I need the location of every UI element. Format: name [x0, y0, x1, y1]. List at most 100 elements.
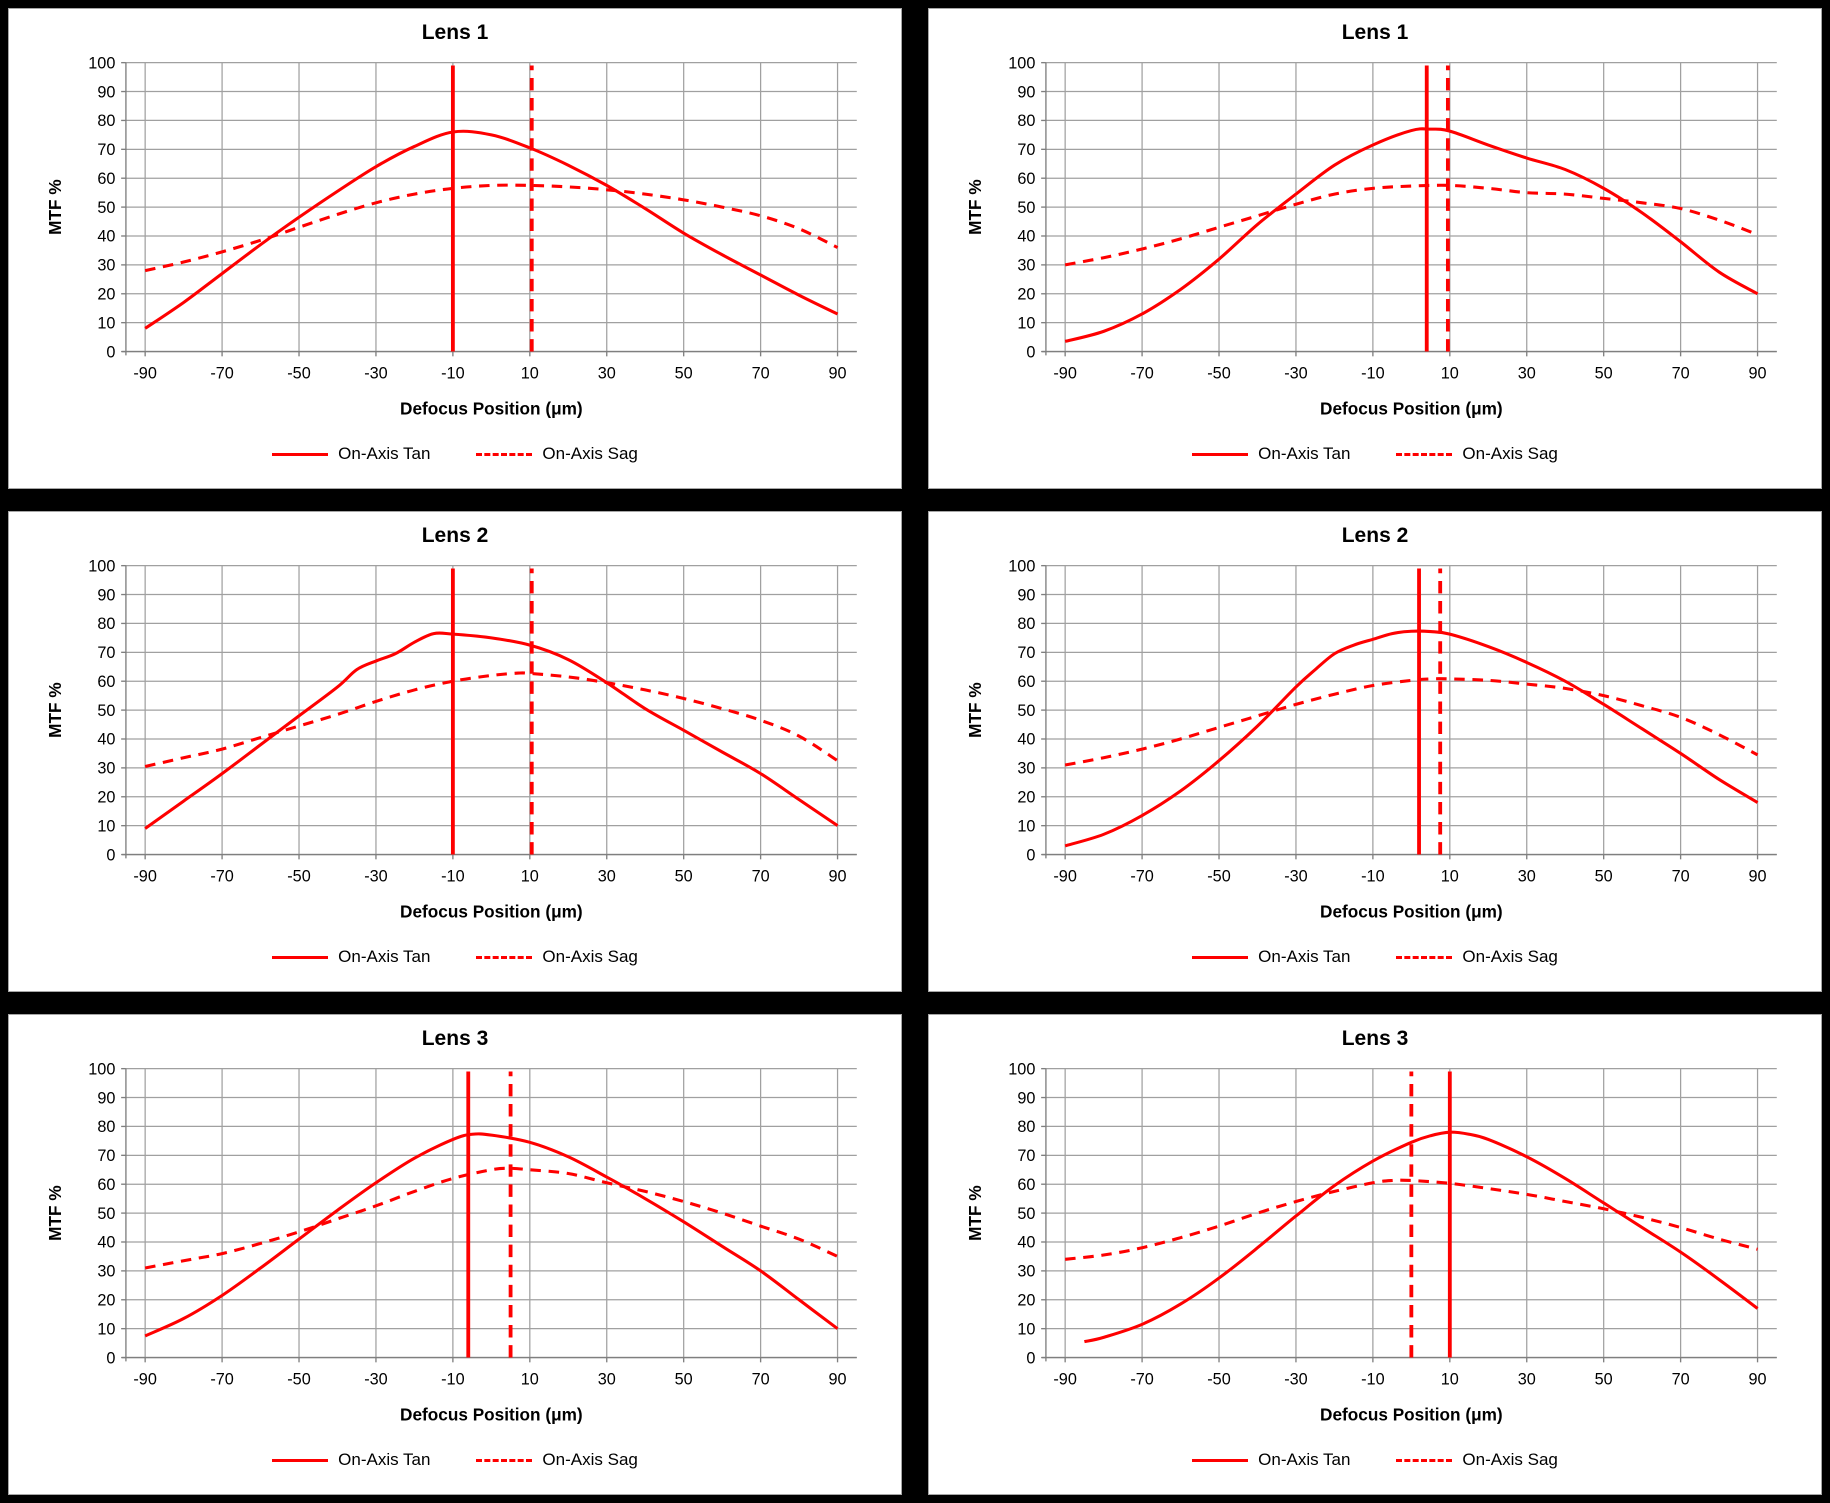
y-tick-label: 70 [1017, 1147, 1035, 1165]
chart-title: Lens 1 [421, 21, 489, 44]
legend-sag-label: On-Axis Sag [1462, 444, 1558, 463]
y-tick-label: 30 [1017, 760, 1035, 778]
y-tick-label: 70 [1017, 644, 1035, 662]
legend-item-tan: On-Axis Tan [1192, 947, 1350, 967]
axis-lines [121, 61, 857, 357]
x-tick-label: -50 [1207, 867, 1231, 885]
y-tick-label: 60 [1017, 170, 1035, 188]
plot-lens3-right: 0 10 20 30 40 50 60 70 80 90 100 -90 -70 -50 -30 -10 10 3… [965, 1061, 1777, 1425]
y-tick-label: 0 [1026, 846, 1035, 864]
y-tick-label: 80 [1017, 112, 1035, 130]
y-tick-label: 80 [97, 615, 115, 633]
y-tick-label: 90 [1017, 586, 1035, 604]
legend-item-sag: On-Axis Sag [476, 947, 638, 967]
x-tick-label: -90 [1053, 364, 1077, 382]
x-tick-label: -30 [364, 867, 388, 885]
focus-lines [450, 568, 534, 855]
series-sag [144, 183, 839, 273]
y-tick-label: 30 [97, 1263, 115, 1281]
x-tick-label: -10 [441, 1370, 465, 1388]
x-tick-label: -10 [441, 364, 465, 382]
y-tick-label: 0 [106, 846, 115, 864]
legend-item-sag: On-Axis Sag [1396, 1450, 1558, 1470]
x-tick-label: 10 [1441, 364, 1459, 382]
chart-title: Lens 1 [1341, 21, 1409, 44]
y-tick-label: 70 [1017, 141, 1035, 159]
series-sag [1064, 1178, 1758, 1261]
x-tick-label: -70 [1130, 867, 1154, 885]
y-tick-label: 60 [97, 1176, 115, 1194]
x-tick-label: 10 [1441, 867, 1459, 885]
y-tick-label: 100 [1008, 55, 1035, 72]
series-sag [1064, 677, 1759, 767]
legend-sag-line-sample [476, 452, 533, 456]
legend-tan-line-sample [1192, 955, 1249, 959]
axis-lines [121, 564, 857, 860]
y-tick-label: 80 [1017, 1118, 1035, 1136]
gridlines [125, 565, 857, 856]
tick-labels: 0 10 20 30 40 50 60 70 80 90 100 -90 -70 -50 -30 -10 10 3… [1008, 558, 1766, 885]
y-tick-label: 40 [1017, 228, 1035, 246]
tick-labels: 0 10 20 30 40 50 60 70 80 90 100 -90 -70 -50 -30 -10 10 3… [88, 1061, 846, 1388]
series-tan [144, 1132, 839, 1338]
x-axis-title: Defocus Position (μm) [1320, 1405, 1503, 1425]
y-tick-label: 10 [97, 817, 115, 835]
x-tick-label: 30 [1518, 364, 1536, 382]
x-tick-label: -70 [1130, 364, 1154, 382]
series-tan [1064, 127, 1759, 343]
plot-lens1-right: 0 10 20 30 40 50 60 70 80 90 100 -90 -70 -50 -30 -10 10 3… [965, 55, 1777, 419]
y-tick-label: 100 [88, 558, 115, 575]
legend-sag-label: On-Axis Sag [1462, 1450, 1558, 1469]
x-tick-label: 50 [1595, 364, 1613, 382]
y-tick-label: 30 [97, 760, 115, 778]
x-tick-label: 30 [1518, 1370, 1536, 1388]
x-tick-label: -30 [1284, 1370, 1308, 1388]
x-tick-label: -10 [441, 867, 465, 885]
plot-lens3-left: 0 10 20 30 40 50 60 70 80 90 100 -90 -70 -50 -30 -10 10 3… [45, 1061, 857, 1425]
chart-panel-lens2-right: Lens 2 0 10 20 30 40 50 60 70 80 90 100 -90 -70 -50 -3… [928, 511, 1822, 992]
x-tick-label: 90 [829, 364, 847, 382]
legend-tan-label: On-Axis Tan [338, 1450, 431, 1469]
y-tick-label: 10 [1017, 314, 1035, 332]
x-tick-label: -10 [1361, 867, 1385, 885]
y-axis-title: MTF % [45, 682, 65, 737]
x-tick-label: 10 [521, 364, 539, 382]
x-tick-label: 70 [752, 867, 770, 885]
series-curves [144, 1132, 839, 1338]
series-curves [144, 631, 839, 830]
gridlines [1045, 1068, 1777, 1359]
x-tick-label: 50 [1595, 867, 1613, 885]
series-curves [1064, 127, 1759, 343]
legend-sag-label: On-Axis Sag [1462, 947, 1558, 966]
legend-tan-line-sample [272, 955, 329, 959]
legend-item-tan: On-Axis Tan [1192, 1450, 1350, 1470]
legend: On-Axis Tan On-Axis Sag [9, 430, 901, 488]
x-tick-label: 90 [1749, 867, 1767, 885]
legend-sag-label: On-Axis Sag [542, 947, 638, 966]
y-tick-label: 20 [1017, 789, 1035, 807]
legend-item-sag: On-Axis Sag [476, 444, 638, 464]
y-axis-title: MTF % [965, 179, 985, 234]
y-tick-label: 60 [1017, 673, 1035, 691]
x-tick-label: -70 [1130, 1370, 1154, 1388]
y-tick-label: 90 [97, 1089, 115, 1107]
legend-item-tan: On-Axis Tan [272, 444, 430, 464]
tick-labels: 0 10 20 30 40 50 60 70 80 90 100 -90 -70 -50 -30 -10 10 3… [88, 55, 846, 382]
x-tick-label: 90 [829, 1370, 847, 1388]
y-tick-label: 20 [97, 789, 115, 807]
chart-panel-lens2-left: Lens 2 0 10 20 30 40 50 60 70 80 90 100 -90 -70 -50 -3… [8, 511, 902, 992]
x-tick-label: 70 [1672, 364, 1690, 382]
y-tick-label: 10 [97, 314, 115, 332]
legend-tan-label: On-Axis Tan [1258, 947, 1351, 966]
axis-lines [1041, 61, 1777, 357]
plot-lens2-left: 0 10 20 30 40 50 60 70 80 90 100 -90 -70 -50 -30 -10 10 3… [45, 558, 857, 922]
series-sag [1064, 183, 1759, 267]
y-tick-label: 80 [97, 1118, 115, 1136]
x-axis-title: Defocus Position (μm) [400, 1405, 583, 1425]
x-tick-label: -50 [1207, 1370, 1231, 1388]
focus-lines [466, 1071, 513, 1358]
y-tick-label: 50 [97, 199, 115, 217]
y-axis-title: MTF % [45, 1185, 65, 1240]
y-tick-label: 40 [1017, 731, 1035, 749]
y-tick-label: 10 [97, 1320, 115, 1338]
